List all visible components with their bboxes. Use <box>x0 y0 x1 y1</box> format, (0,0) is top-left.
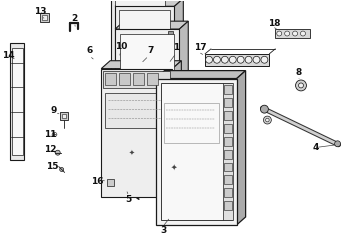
Bar <box>147 72 158 86</box>
Polygon shape <box>179 21 188 150</box>
Polygon shape <box>174 0 183 123</box>
Bar <box>224 162 232 172</box>
Bar <box>224 111 232 120</box>
Circle shape <box>237 56 244 63</box>
Polygon shape <box>111 0 168 95</box>
Polygon shape <box>237 70 246 225</box>
Circle shape <box>222 56 228 63</box>
Polygon shape <box>115 0 164 92</box>
Polygon shape <box>156 78 237 225</box>
Bar <box>224 176 232 184</box>
Circle shape <box>55 150 60 155</box>
Text: ⊕: ⊕ <box>50 130 57 140</box>
Circle shape <box>253 56 260 63</box>
Bar <box>163 11 168 16</box>
Text: 1: 1 <box>173 43 180 52</box>
Bar <box>119 72 130 86</box>
Polygon shape <box>101 61 181 69</box>
Circle shape <box>260 105 268 113</box>
Bar <box>133 72 144 86</box>
Polygon shape <box>156 70 246 78</box>
Text: 10: 10 <box>115 42 127 51</box>
Bar <box>105 72 116 86</box>
Bar <box>224 86 232 94</box>
Text: 4: 4 <box>313 143 319 152</box>
Text: ✦: ✦ <box>129 150 135 156</box>
Bar <box>224 137 232 146</box>
Bar <box>105 93 168 128</box>
Text: 2: 2 <box>71 14 78 23</box>
Bar <box>205 54 270 66</box>
Polygon shape <box>115 0 183 6</box>
Circle shape <box>295 80 307 91</box>
Bar <box>42 15 47 20</box>
Bar <box>103 70 170 88</box>
Polygon shape <box>115 29 179 150</box>
Polygon shape <box>101 69 173 197</box>
Polygon shape <box>173 61 181 197</box>
Text: 18: 18 <box>268 19 281 28</box>
Text: 8: 8 <box>296 68 302 77</box>
Polygon shape <box>115 21 188 29</box>
Circle shape <box>205 56 212 63</box>
Bar <box>163 103 219 143</box>
Circle shape <box>299 83 303 88</box>
Bar <box>161 84 232 220</box>
Text: 12: 12 <box>43 145 56 154</box>
Text: ✦: ✦ <box>170 163 177 172</box>
Circle shape <box>264 116 271 124</box>
Bar <box>168 31 174 36</box>
Bar <box>224 150 232 158</box>
Text: 17: 17 <box>194 43 206 52</box>
Circle shape <box>335 141 341 147</box>
Bar <box>40 13 49 22</box>
Polygon shape <box>119 10 170 119</box>
Text: 5: 5 <box>125 195 131 204</box>
Polygon shape <box>115 6 174 123</box>
Circle shape <box>301 31 306 36</box>
Bar <box>167 128 172 133</box>
Circle shape <box>229 56 236 63</box>
Circle shape <box>285 31 290 36</box>
Bar <box>224 188 232 197</box>
Circle shape <box>293 31 297 36</box>
Bar <box>223 84 233 220</box>
Text: 16: 16 <box>91 177 104 186</box>
Text: 9: 9 <box>51 106 57 115</box>
Polygon shape <box>120 34 174 145</box>
Text: 6: 6 <box>86 46 92 55</box>
Bar <box>224 201 232 210</box>
Text: 7: 7 <box>147 46 154 55</box>
Text: 13: 13 <box>34 7 46 16</box>
Text: 3: 3 <box>160 226 167 235</box>
Bar <box>107 180 114 186</box>
Text: 11: 11 <box>43 130 56 140</box>
Circle shape <box>245 56 252 63</box>
Circle shape <box>277 31 282 36</box>
Circle shape <box>60 168 64 172</box>
Polygon shape <box>10 43 24 160</box>
Circle shape <box>261 56 268 63</box>
Polygon shape <box>168 0 177 95</box>
Bar <box>275 29 310 38</box>
Bar <box>224 98 232 107</box>
Bar <box>60 112 68 120</box>
Circle shape <box>214 56 220 63</box>
Circle shape <box>266 118 269 122</box>
Polygon shape <box>12 48 23 155</box>
Text: 14: 14 <box>2 51 15 60</box>
Bar <box>224 124 232 133</box>
Bar <box>62 114 66 118</box>
Text: 15: 15 <box>46 162 58 171</box>
